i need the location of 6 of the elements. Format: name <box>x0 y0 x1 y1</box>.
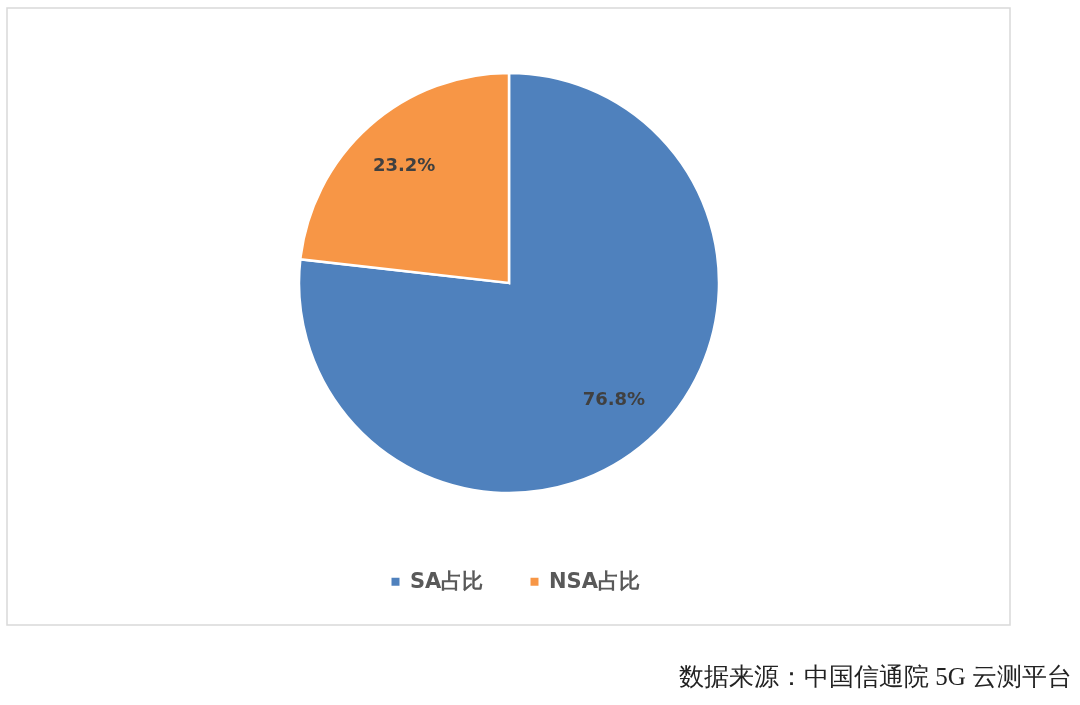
pie-slice <box>297 71 721 495</box>
legend-label: SA占比 <box>410 568 484 593</box>
data-label: 23.2% <box>372 153 436 175</box>
source-note: 数据来源：中国信通院 5G 云测平台 <box>678 663 1072 690</box>
legend-label: NSA占比 <box>549 568 640 593</box>
data-label: 76.8% <box>582 388 646 410</box>
